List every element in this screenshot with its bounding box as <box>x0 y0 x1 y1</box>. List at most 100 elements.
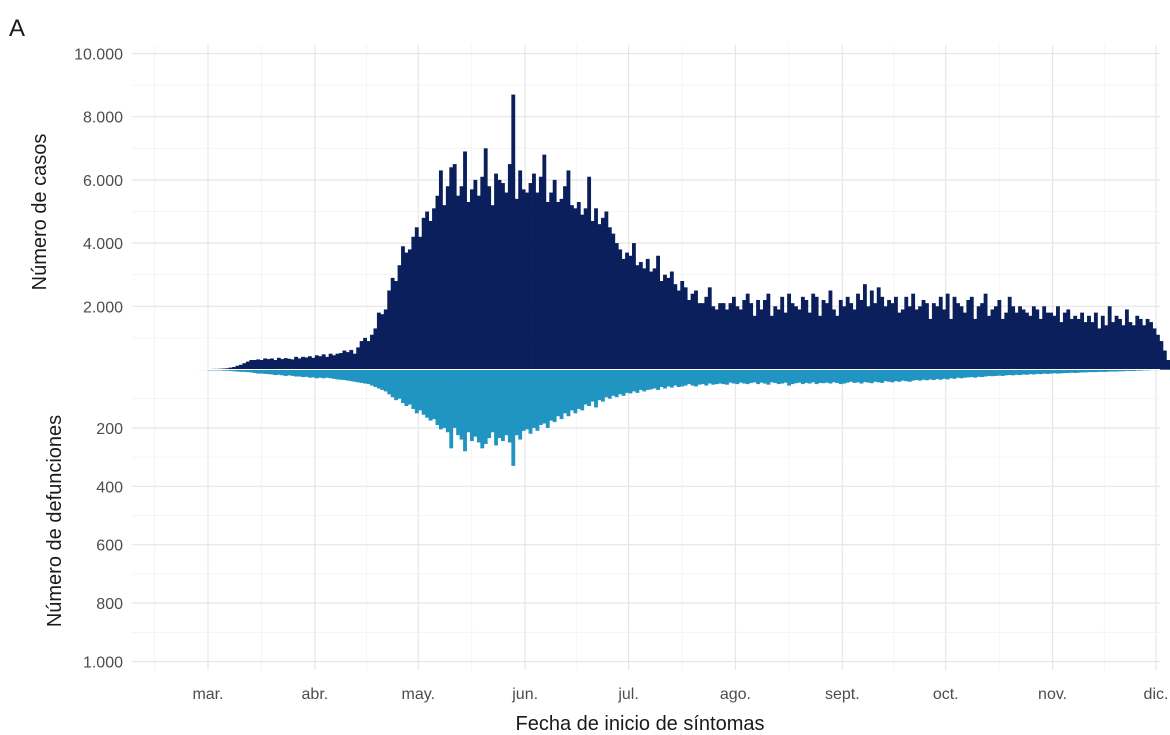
case-bar <box>438 170 443 370</box>
case-bar <box>345 352 350 370</box>
case-bar <box>1049 312 1053 370</box>
death-bar <box>962 369 967 378</box>
case-bar <box>759 309 764 370</box>
death-bar <box>635 369 640 393</box>
death-bar <box>1124 369 1129 371</box>
death-bar <box>259 369 264 374</box>
death-bar <box>773 369 778 383</box>
death-bar <box>980 369 985 378</box>
case-bar <box>642 268 647 370</box>
death-bar <box>752 369 757 383</box>
case-bar <box>1100 315 1105 370</box>
death-bar <box>283 369 288 376</box>
case-bar <box>263 358 268 370</box>
death-bar <box>718 369 723 384</box>
death-bar <box>956 369 960 378</box>
case-bar <box>1083 322 1088 370</box>
case-bar <box>1093 312 1098 370</box>
case-bar <box>1038 318 1043 370</box>
death-bar <box>449 369 454 449</box>
case-bar <box>638 262 643 370</box>
case-bar <box>590 220 595 370</box>
death-bar <box>1011 369 1016 376</box>
y-axis-title-deaths: Número de defunciones <box>44 415 66 627</box>
death-bar <box>904 369 909 382</box>
case-bar <box>1011 306 1016 370</box>
case-bar <box>735 306 740 370</box>
death-bar <box>800 369 805 385</box>
case-bar <box>931 303 936 370</box>
x-tick-label: jul. <box>617 686 638 703</box>
case-bar <box>311 357 316 370</box>
death-bar <box>435 369 440 425</box>
death-bar <box>911 369 916 381</box>
death-bar <box>831 369 836 383</box>
death-bar <box>483 369 488 444</box>
y-tick-label-cases: 4.000 <box>83 236 123 253</box>
death-bar <box>445 369 450 433</box>
death-bar <box>370 369 374 386</box>
death-bar <box>725 369 729 385</box>
case-bar <box>428 220 433 370</box>
death-bar <box>959 369 964 379</box>
case-bar <box>880 296 885 370</box>
case-bar <box>845 296 850 370</box>
case-bar <box>387 290 392 370</box>
death-bar <box>697 369 702 385</box>
case-bar <box>900 309 905 370</box>
death-bar <box>421 369 426 415</box>
death-bar <box>900 369 905 381</box>
case-bar <box>321 354 326 370</box>
death-bar <box>314 369 319 379</box>
case-bar <box>569 205 574 370</box>
death-bar <box>352 369 357 382</box>
death-bar <box>1083 369 1088 373</box>
death-bar <box>931 369 936 381</box>
death-bar <box>390 369 395 398</box>
case-bar <box>1128 322 1133 370</box>
death-bar <box>1052 369 1057 374</box>
case-bar <box>245 361 250 370</box>
x-tick-label: dic. <box>1144 686 1169 703</box>
case-bar <box>935 306 940 370</box>
y-tick-label-deaths: 800 <box>96 596 123 613</box>
death-bar <box>490 369 495 433</box>
case-bar <box>483 148 488 370</box>
case-bar <box>587 176 592 370</box>
death-bar <box>876 369 881 383</box>
death-bar <box>1131 369 1136 371</box>
case-bar <box>600 217 605 370</box>
death-bar <box>297 369 302 377</box>
case-bar <box>721 303 726 370</box>
case-bar <box>614 243 619 370</box>
case-bar <box>332 355 336 370</box>
case-bar <box>632 243 636 370</box>
case-bar <box>856 293 860 370</box>
case-bar <box>456 195 461 370</box>
case-bar <box>307 356 312 370</box>
death-bar <box>383 369 388 392</box>
case-bar <box>435 195 440 370</box>
case-bar <box>766 293 771 370</box>
death-bar <box>545 369 550 428</box>
death-bar <box>290 369 295 376</box>
case-bar <box>1004 312 1009 370</box>
death-bar <box>632 369 636 392</box>
death-bar <box>438 369 443 430</box>
death-bar <box>873 369 878 382</box>
death-bar <box>1066 369 1071 373</box>
death-bar <box>769 369 774 383</box>
x-tick-label: mar. <box>192 686 223 703</box>
case-bar <box>1080 312 1085 370</box>
case-bar <box>852 309 857 370</box>
death-bar <box>759 369 764 383</box>
death-bar <box>852 369 857 383</box>
case-bar <box>501 183 505 370</box>
case-bar <box>525 192 529 370</box>
case-bar <box>480 176 485 370</box>
case-bar <box>821 299 826 370</box>
case-bar <box>1090 322 1095 370</box>
case-bar <box>445 186 450 370</box>
death-bar <box>983 369 988 377</box>
death-bar <box>821 369 826 384</box>
